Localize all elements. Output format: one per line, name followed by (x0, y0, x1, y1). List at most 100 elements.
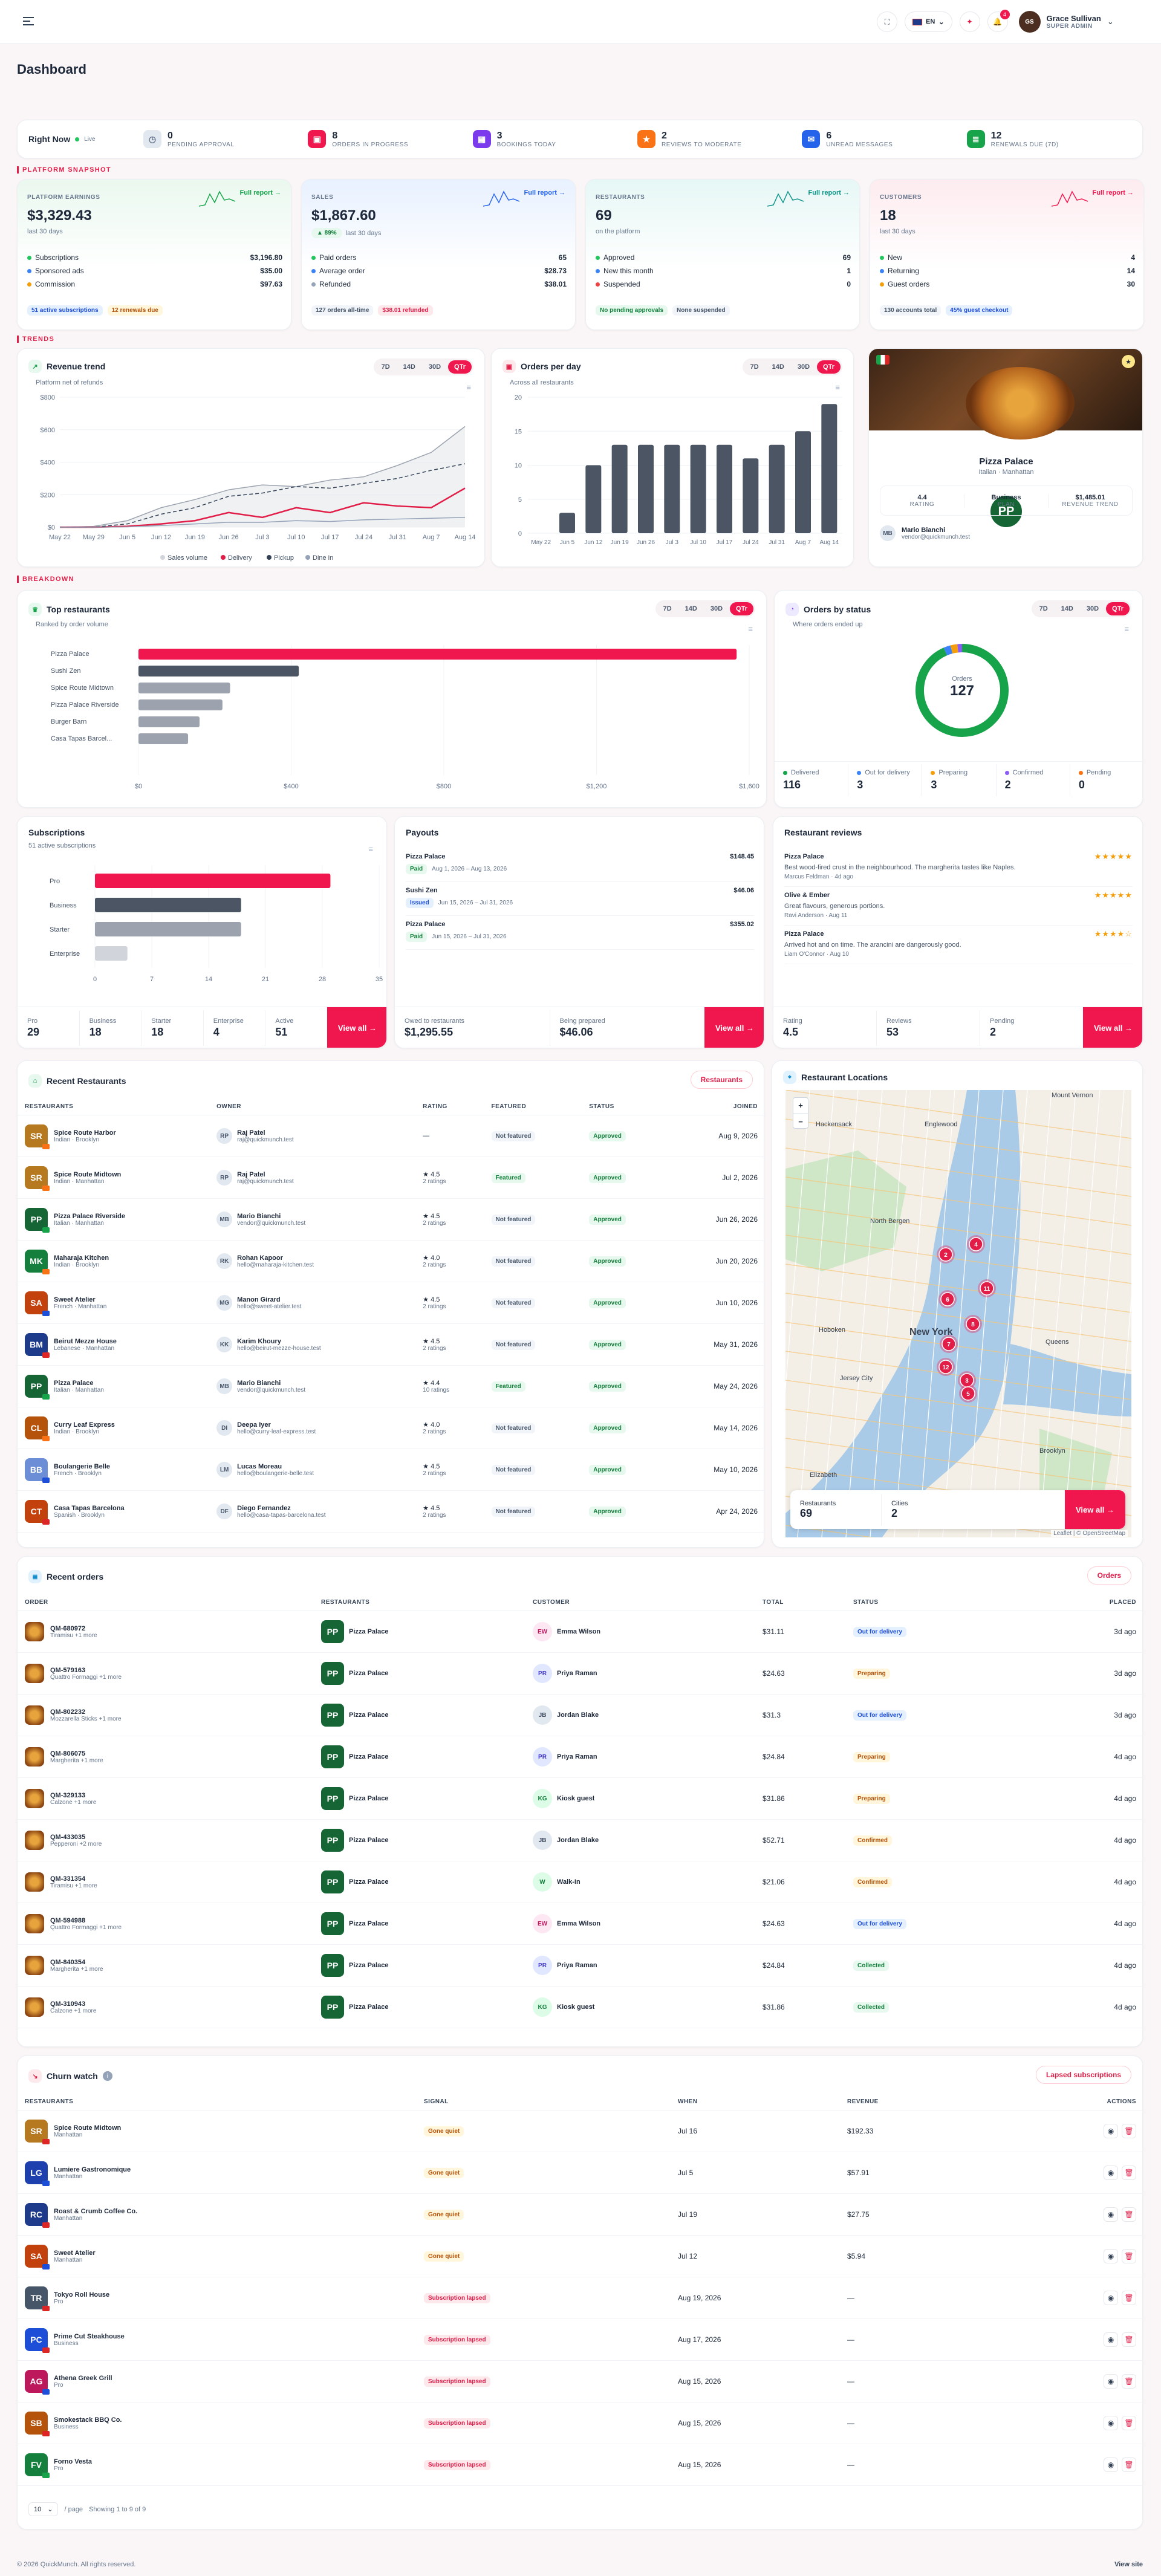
per-page-select[interactable]: 10 ⌄ (28, 2502, 59, 2516)
user-menu[interactable]: GS Grace Sullivan SUPER ADMIN ⌄ (1018, 11, 1114, 33)
review-item[interactable]: Pizza Palace ★★★★★ Best wood-fired crust i… (784, 848, 1133, 887)
fullscreen-icon[interactable]: ⛶ (877, 11, 897, 32)
order-number[interactable]: QM-331354 (50, 1875, 86, 1883)
table-row[interactable]: QM-329133 Calzone +1 more PP Pizza Palace KG… (18, 1777, 1143, 1820)
order-number[interactable]: QM-579163 (50, 1666, 86, 1674)
table-row[interactable]: BB Boulangerie Belle French · Brooklyn LM Lu… (18, 1449, 765, 1491)
table-row[interactable]: QM-680972 Tiramisu +1 more PP Pizza Palace E… (18, 1611, 1143, 1653)
full-report-link[interactable]: Full report → (808, 189, 850, 196)
chart-menu-icon[interactable]: ≡ (835, 383, 840, 392)
range-tab[interactable]: 30D (797, 363, 810, 371)
restaurant-name[interactable]: Beirut Mezze House (54, 1337, 117, 1345)
range-tab[interactable]: 30D (428, 363, 441, 371)
chart-menu-icon[interactable]: ≡ (466, 383, 471, 392)
table-row[interactable]: SA Sweet Atelier Manhattan Gone quiet Jul 12… (18, 2235, 1143, 2277)
table-row[interactable]: PP Pizza Palace Riverside Italian · Manhat… (18, 1198, 765, 1241)
view-all-button[interactable]: View all → (1065, 1490, 1125, 1529)
featured-restaurant-card[interactable]: ★ PP Pizza Palace Italian · Manhattan 4.… (868, 348, 1143, 567)
table-row[interactable]: SB Smokestack BBQ Co. Business Subscription… (18, 2402, 1143, 2444)
view-icon[interactable]: ◉ (1104, 2249, 1118, 2263)
restaurant-name[interactable]: Lumiere Gastronomique (54, 2166, 131, 2173)
order-number[interactable]: QM-680972 (50, 1624, 86, 1632)
right-now-item[interactable]: ▣ 8 ORDERS IN PROGRESS (308, 130, 472, 148)
table-row[interactable]: QM-579163 Quattro Formaggi +1 more PP Pizza… (18, 1652, 1143, 1695)
restaurant-name[interactable]: Pizza Palace (54, 1379, 94, 1387)
restaurant-name[interactable]: Pizza Palace Riverside (54, 1212, 126, 1220)
table-row[interactable]: TR Tokyo Roll House Pro Subscription lapsed… (18, 2277, 1143, 2319)
review-item[interactable]: Pizza Palace ★★★★☆ Arrived hot and on time… (784, 926, 1133, 964)
table-row[interactable]: LG Lumiere Gastronomique Manhattan Gone qui… (18, 2152, 1143, 2194)
payout-item[interactable]: Pizza Palace $148.45 Paid Aug 1, 2026 – Aug… (406, 848, 754, 882)
range-tab[interactable]: 7D (750, 363, 759, 371)
restaurant-name[interactable]: Forno Vesta (54, 2458, 92, 2465)
restaurant-name[interactable]: Curry Leaf Express (54, 1421, 115, 1429)
chart-menu-icon[interactable]: ≡ (368, 845, 373, 854)
view-icon[interactable]: ◉ (1104, 2124, 1118, 2138)
table-row[interactable]: CL Curry Leaf Express Indian · Brooklyn DI D… (18, 1407, 765, 1449)
review-item[interactable]: Olive & Ember ★★★★★ Great flavours, genero… (784, 887, 1133, 926)
menu-icon[interactable] (23, 17, 34, 25)
table-row[interactable]: AG Athena Greek Grill Pro Subscription laps… (18, 2360, 1143, 2402)
order-number[interactable]: QM-310943 (50, 2000, 86, 2008)
range-tab[interactable]: QTr (1106, 602, 1130, 615)
delete-icon[interactable]: 🗑 (1122, 2458, 1136, 2472)
table-row[interactable]: SR Spice Route Midtown Manhattan Gone quiet… (18, 2110, 1143, 2152)
table-row[interactable]: QM-310943 Calzone +1 more PP Pizza Palace KG… (18, 1986, 1143, 2028)
delete-icon[interactable]: 🗑 (1122, 2166, 1136, 2180)
range-tab[interactable]: 14D (403, 363, 415, 371)
table-row[interactable]: MK Maharaja Kitchen Indian · Brooklyn RK Roh… (18, 1240, 765, 1282)
sparkle-icon[interactable]: ✦ (959, 11, 980, 32)
range-tab[interactable]: QTr (730, 602, 753, 615)
zoom-in-icon[interactable]: + (798, 1101, 803, 1110)
delete-icon[interactable]: 🗑 (1122, 2416, 1136, 2430)
order-number[interactable]: QM-329133 (50, 1791, 86, 1799)
top-range-tabs[interactable]: 7D 14D 30D QTr (655, 600, 755, 617)
range-tab[interactable]: 14D (772, 363, 784, 371)
orders-button[interactable]: Orders (1087, 1566, 1131, 1585)
lapsed-subscriptions-button[interactable]: Lapsed subscriptions (1035, 2066, 1131, 2084)
view-all-button[interactable]: View all → (1083, 1007, 1142, 1048)
restaurant-name[interactable]: Roast & Crumb Coffee Co. (54, 2207, 138, 2215)
range-tab[interactable]: 14D (1061, 605, 1073, 612)
favorite-icon[interactable]: ★ (1122, 355, 1135, 368)
table-row[interactable]: QM-594988 Quattro Formaggi +1 more PP Pizza… (18, 1903, 1143, 1945)
range-tab[interactable]: 30D (710, 605, 723, 612)
view-all-button[interactable]: View all → (704, 1007, 764, 1048)
restaurant-name[interactable]: Athena Greek Grill (54, 2374, 112, 2382)
revenue-range-tabs[interactable]: 7D 14D 30D QTr (373, 358, 473, 375)
range-tab[interactable]: 7D (663, 605, 672, 612)
view-icon[interactable]: ◉ (1104, 2332, 1118, 2347)
range-tab[interactable]: QTr (817, 360, 841, 374)
table-row[interactable]: QM-806075 Margherita +1 more PP Pizza Palac… (18, 1736, 1143, 1778)
restaurant-name[interactable]: Maharaja Kitchen (54, 1254, 109, 1262)
order-number[interactable]: QM-802232 (50, 1708, 86, 1716)
restaurant-name[interactable]: Spice Route Midtown (54, 1170, 122, 1178)
view-icon[interactable]: ◉ (1104, 2458, 1118, 2472)
bell-icon[interactable]: 🔔 4 (987, 10, 1010, 32)
table-row[interactable]: CT Casa Tapas Barcelona Spanish · Brooklyn… (18, 1490, 765, 1533)
delete-icon[interactable]: 🗑 (1122, 2124, 1136, 2138)
table-row[interactable]: QM-331354 Tiramisu +1 more PP Pizza Palace W… (18, 1861, 1143, 1903)
full-report-link[interactable]: Full report → (239, 189, 281, 196)
restaurant-name[interactable]: Spice Route Midtown (54, 2124, 122, 2132)
footer-view-site-link[interactable]: View site (1114, 2561, 1143, 2568)
view-icon[interactable]: ◉ (1104, 2416, 1118, 2430)
chart-menu-icon[interactable]: ≡ (1124, 625, 1129, 634)
range-tab[interactable]: 30D (1086, 605, 1099, 612)
restaurant-name[interactable]: Sweet Atelier (54, 1296, 96, 1303)
language-select[interactable]: EN ⌄ (905, 11, 952, 32)
right-now-item[interactable]: ≣ 12 RENEWALS DUE (7D) (966, 130, 1131, 148)
table-row[interactable]: BM Beirut Mezze House Lebanese · Manhattan… (18, 1323, 765, 1366)
order-number[interactable]: QM-433035 (50, 1833, 86, 1841)
chart-menu-icon[interactable]: ≡ (748, 625, 753, 634)
restaurant-name[interactable]: Tokyo Roll House (54, 2291, 110, 2299)
view-icon[interactable]: ◉ (1104, 2374, 1118, 2389)
right-now-item[interactable]: ◷ 0 PENDING APPROVAL (143, 130, 308, 148)
status-range-tabs[interactable]: 7D 14D 30D QTr (1031, 600, 1131, 617)
table-row[interactable]: FV Forno Vesta Pro Subscription lapsed Aug 1… (18, 2444, 1143, 2486)
table-row[interactable]: SR Spice Route Harbor Indian · Brooklyn RP R… (18, 1115, 765, 1157)
orders-range-tabs[interactable]: 7D 14D 30D QTr (742, 358, 842, 375)
info-icon[interactable]: i (102, 2071, 112, 2081)
payout-item[interactable]: Pizza Palace $355.02 Paid Jun 15, 2026 – Ju… (406, 916, 754, 950)
view-icon[interactable]: ◉ (1104, 2166, 1118, 2180)
